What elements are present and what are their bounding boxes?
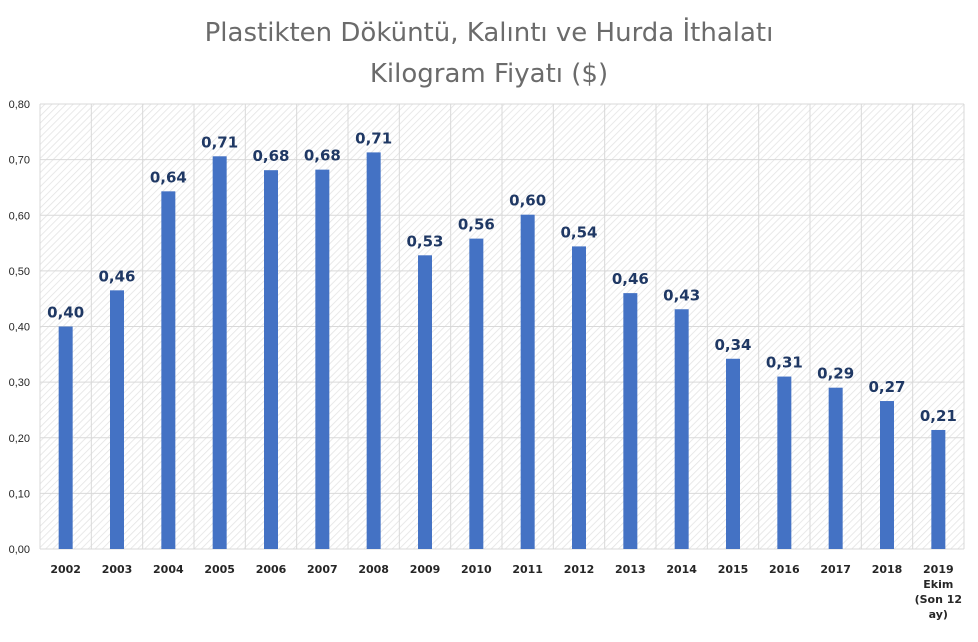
bar-2009 — [418, 255, 432, 550]
bar-2011 — [520, 214, 535, 549]
bar-2014 — [674, 309, 689, 549]
bar-2004 — [161, 191, 176, 550]
chart-title: Plastikten Döküntü, Kalıntı ve Hurda İth… — [205, 16, 774, 89]
data-label: 0,60 — [509, 192, 546, 210]
y-tick-label: 0,70 — [9, 155, 30, 167]
chart-title-line-1: Plastikten Döküntü, Kalıntı ve Hurda İth… — [205, 16, 774, 48]
y-tick-label: 0,50 — [9, 266, 30, 278]
x-axis-ticks: 2002 2003 2004 2005 2006 2007 2008 2009 2010 2011… — [50, 563, 962, 621]
data-label: 0,27 — [868, 378, 905, 396]
x-tick-label: 2006 — [256, 563, 287, 576]
bar-2019 — [931, 429, 946, 549]
bar-2002 — [58, 326, 73, 549]
y-tick-label: 0,00 — [9, 544, 30, 556]
x-tick-label: 2014 — [666, 563, 697, 576]
bar-2006 — [264, 170, 278, 549]
y-tick-label: 0,60 — [9, 210, 30, 222]
x-tick-label: 2009 — [410, 563, 441, 576]
data-label: 0,31 — [766, 354, 803, 372]
y-tick-label: 0,10 — [9, 488, 30, 500]
x-tick-label: 2016 — [769, 563, 800, 576]
data-labels: 0,40 0,46 0,64 0,71 0,68 0,68 0,71 0,53 0,56 0,60… — [47, 129, 957, 425]
x-tick-label: 2015 — [718, 563, 749, 576]
y-tick-label: 0,40 — [9, 322, 30, 334]
y-axis-ticks: 0,00 0,10 0,20 0,30 0,40 0,50 0,60 0,70 0,80 — [9, 99, 30, 556]
x-tick-label: (Son 12 — [915, 593, 962, 606]
data-label: 0,34 — [714, 336, 751, 354]
x-tick-label: 2019 — [923, 563, 954, 576]
bar-2007 — [315, 169, 330, 549]
data-label: 0,43 — [663, 286, 700, 304]
bar-2013 — [623, 293, 638, 549]
data-label: 0,71 — [201, 133, 238, 151]
x-tick-label: 2018 — [872, 563, 903, 576]
x-tick-label: 2005 — [204, 563, 235, 576]
bar-2015 — [726, 358, 740, 549]
x-tick-label: 2010 — [461, 563, 492, 576]
x-tick-label: 2012 — [564, 563, 595, 576]
data-label: 0,21 — [920, 407, 957, 425]
data-label: 0,54 — [560, 223, 597, 241]
data-label: 0,68 — [304, 147, 341, 165]
x-tick-label: 2013 — [615, 563, 646, 576]
data-label: 0,68 — [252, 147, 289, 165]
bar-2018 — [880, 401, 894, 549]
data-label: 0,46 — [612, 270, 649, 288]
x-tick-label: 2007 — [307, 563, 338, 576]
x-tick-label: 2011 — [512, 563, 543, 576]
x-tick-label: 2003 — [102, 563, 133, 576]
bars — [58, 152, 946, 550]
y-tick-label: 0,30 — [9, 377, 30, 389]
bar-2017 — [828, 387, 843, 549]
bar-2005 — [212, 156, 227, 549]
bar-2016 — [777, 376, 792, 549]
bar-2012 — [572, 246, 586, 549]
data-label: 0,29 — [817, 365, 854, 383]
bar-2003 — [110, 290, 124, 549]
chart-title-line-2: Kilogram Fiyatı ($) — [370, 59, 608, 89]
y-tick-label: 0,20 — [9, 433, 30, 445]
bar-2010 — [469, 238, 484, 550]
x-tick-label: Ekim — [923, 578, 953, 591]
data-label: 0,71 — [355, 129, 392, 147]
data-label: 0,46 — [98, 267, 135, 285]
x-tick-label: 2002 — [50, 563, 81, 576]
x-tick-label: ay) — [929, 608, 948, 621]
x-tick-label: 2004 — [153, 563, 184, 576]
grid-lines — [39, 103, 965, 550]
data-label: 0,64 — [150, 168, 187, 186]
x-tick-label: 2008 — [358, 563, 389, 576]
data-label: 0,56 — [458, 216, 495, 234]
y-tick-label: 0,80 — [9, 99, 30, 111]
data-label: 0,53 — [406, 232, 443, 250]
bar-2008 — [366, 152, 381, 550]
x-tick-label: 2017 — [820, 563, 851, 576]
data-label: 0,40 — [47, 304, 84, 322]
